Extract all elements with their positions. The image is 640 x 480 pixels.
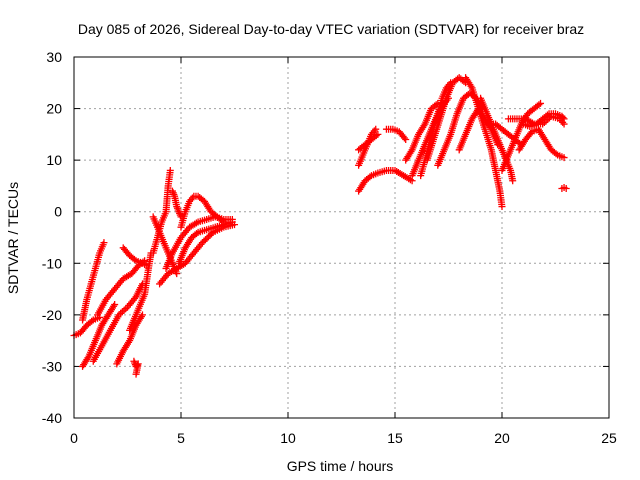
x-tick-label: 25 <box>601 430 617 446</box>
grid <box>74 57 609 418</box>
data-point <box>560 154 568 162</box>
data-point <box>402 136 410 144</box>
series-track-g <box>130 357 142 378</box>
series-track-ag <box>519 110 568 131</box>
x-tick-label: 20 <box>494 430 510 446</box>
data-point <box>170 191 178 199</box>
data-point <box>535 101 543 109</box>
series-track-ad <box>498 99 545 174</box>
series-track-y <box>434 89 487 169</box>
series-track-f <box>113 311 146 368</box>
data-point <box>372 125 380 133</box>
data-point <box>100 239 108 247</box>
series-track-l <box>156 221 238 288</box>
data-points <box>70 74 570 378</box>
data-point <box>537 99 545 107</box>
data-point <box>111 301 119 309</box>
y-tick-label: -20 <box>42 307 62 323</box>
data-point <box>88 317 96 325</box>
y-tick-label: -40 <box>42 410 62 426</box>
series-track-e <box>89 280 146 365</box>
chart-title: Day 085 of 2026, Sidereal Day-to-day VTE… <box>78 21 584 37</box>
series-track-b <box>79 239 108 324</box>
data-point <box>509 177 517 185</box>
series-track-o <box>175 218 236 267</box>
series-track-s <box>355 130 382 154</box>
data-point <box>552 150 560 158</box>
data-point <box>560 115 568 123</box>
data-point <box>177 213 185 221</box>
series-track-x <box>423 74 470 164</box>
x-axis-label: GPS time / hours <box>287 458 394 474</box>
series-track-ah <box>558 183 570 193</box>
series-track-p <box>168 187 185 221</box>
data-point <box>138 311 146 319</box>
series-track-t <box>382 125 410 144</box>
y-axis-label: SDTVAR / TECUs <box>5 182 21 294</box>
data-point <box>562 185 570 193</box>
data-point <box>193 230 201 238</box>
data-point <box>400 134 408 142</box>
data-point <box>559 114 567 122</box>
y-tick-label: 0 <box>54 204 62 220</box>
data-point <box>372 132 380 140</box>
series-track-af <box>515 125 568 162</box>
series-track-q <box>355 166 416 195</box>
series-track-aa <box>462 74 506 211</box>
series-track-u <box>402 99 442 164</box>
y-tick-label: 20 <box>46 101 62 117</box>
data-point <box>228 218 236 226</box>
y-tick-label: -10 <box>42 255 62 271</box>
data-point <box>130 255 138 263</box>
series-track-i <box>126 249 155 334</box>
y-tick-label: 10 <box>46 152 62 168</box>
y-tick-label: -30 <box>42 358 62 374</box>
data-point <box>374 130 382 138</box>
data-point <box>543 111 551 119</box>
data-point <box>166 166 174 174</box>
x-tick-label: 0 <box>70 430 78 446</box>
data-point <box>366 173 374 181</box>
data-point <box>498 203 506 211</box>
plot-border <box>73 56 610 419</box>
x-tick-label: 5 <box>177 430 185 446</box>
y-tick-label: 30 <box>46 49 62 65</box>
x-tick-label: 15 <box>387 430 403 446</box>
series-track-d <box>94 257 149 319</box>
series-track-c <box>79 301 119 370</box>
data-point <box>132 370 140 378</box>
x-tick-label: 10 <box>280 430 296 446</box>
